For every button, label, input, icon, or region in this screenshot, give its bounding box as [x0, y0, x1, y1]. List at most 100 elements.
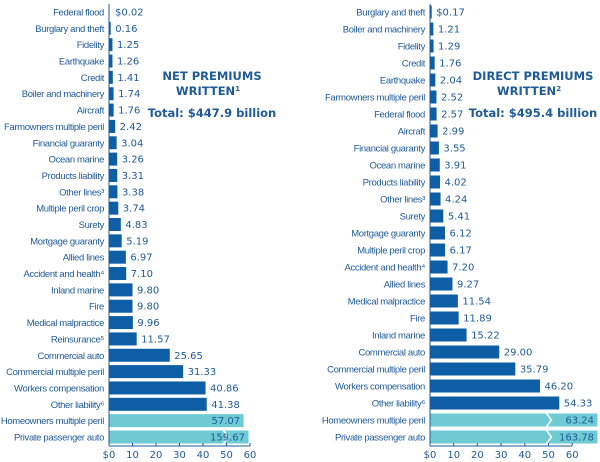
bar-mortgage-guaranty — [109, 234, 122, 248]
bar-ocean-marine — [430, 158, 440, 172]
value-label-other-liability: 41.38 — [211, 400, 240, 411]
value-label-other-lines: 4.24 — [445, 195, 467, 206]
category-label-surety: Surety — [400, 212, 426, 223]
bar-boiler-and-machinery — [430, 22, 434, 36]
category-label-federal-flood: Federal flood — [374, 110, 425, 121]
value-label-commercial-multiple-peril: 31.33 — [188, 367, 217, 378]
category-label-farmowners-multiple-peril: Farmowners multiple peril — [325, 93, 425, 104]
bar-multiple-peril-crop — [430, 243, 446, 257]
value-label-homeowners-multiple-peril: 57.07 — [211, 416, 240, 427]
bar-workers-compensation — [430, 379, 540, 393]
category-label-workers-compensation: Workers compensation — [335, 382, 425, 393]
x-tick-label: 20 — [150, 450, 163, 461]
bar-inland-marine — [109, 283, 133, 297]
category-label-boiler-and-machinery: Boiler and machinery — [22, 89, 105, 100]
bar-other-liability — [430, 396, 560, 410]
value-label-farmowners-multiple-peril: 2.42 — [120, 122, 142, 133]
bar-reinsurance — [109, 332, 137, 346]
value-label-accident-and-health: 7.10 — [131, 269, 153, 280]
bar-products-liability — [109, 168, 118, 182]
x-tick-label: 20 — [471, 450, 484, 461]
value-label-homeowners-multiple-peril: 63.24 — [565, 416, 594, 427]
category-label-ocean-marine: Ocean marine — [49, 155, 105, 166]
value-label-allied-lines: 9.27 — [457, 280, 479, 291]
category-label-private-passenger-auto: Private passenger auto — [14, 433, 104, 444]
category-label-federal-flood: Federal flood — [53, 8, 104, 19]
bar-workers-compensation — [109, 381, 206, 395]
category-label-boiler-and-machinery: Boiler and machinery — [343, 25, 426, 36]
x-tick-label: 50 — [220, 450, 233, 461]
bar-allied-lines — [109, 250, 126, 264]
value-label-medical-malpractice: 11.54 — [462, 297, 491, 308]
axis-break-icon — [545, 413, 553, 427]
category-label-inland-marine: Inland marine — [51, 285, 104, 296]
category-label-reinsurance: Reinsurance⁵ — [51, 334, 104, 345]
category-label-financial-guaranty: Financial guaranty — [33, 138, 105, 149]
category-label-fidelity: Fidelity — [398, 42, 426, 53]
value-label-inland-marine: 15.22 — [471, 331, 500, 342]
category-label-commercial-multiple-peril: Commercial multiple peril — [6, 367, 104, 378]
value-label-burglary-and-theft: 0.16 — [115, 24, 137, 35]
bar-other-lines — [430, 192, 441, 206]
bar-aircraft — [430, 124, 438, 138]
bar-accident-and-health — [430, 260, 448, 274]
bar-farmowners-multiple-peril — [109, 119, 116, 133]
bar-credit — [109, 70, 113, 84]
value-label-federal-flood: 2.57 — [441, 110, 463, 121]
value-label-reinsurance: 11.57 — [141, 334, 170, 345]
net-premiums-title-line2: WRITTEN1 — [176, 84, 240, 98]
direct-premiums-total: Total: $495.4 billion — [469, 106, 598, 120]
axis-break-icon — [222, 430, 230, 444]
bar-burglary-and-theft — [430, 5, 432, 19]
bar-fidelity — [430, 39, 434, 53]
value-label-fire: 11.89 — [463, 314, 492, 325]
category-label-earthquake: Earthquake — [59, 57, 104, 68]
category-label-fire: Fire — [410, 314, 425, 325]
value-label-commercial-multiple-peril: 35.79 — [520, 365, 549, 376]
value-label-financial-guaranty: 3.04 — [121, 138, 143, 149]
x-tick-label: $0 — [103, 450, 116, 461]
category-label-private-passenger-auto: Private passenger auto — [335, 433, 425, 444]
bar-commercial-auto — [430, 345, 500, 359]
category-label-fidelity: Fidelity — [77, 40, 105, 51]
value-label-fidelity: 1.25 — [117, 40, 139, 51]
value-label-aircraft: 2.99 — [442, 127, 464, 138]
category-label-accident-and-health: Accident and health⁴ — [23, 269, 104, 280]
value-label-earthquake: 1.26 — [117, 57, 139, 68]
bar-accident-and-health — [109, 267, 127, 281]
category-label-other-liability: Other liability⁶ — [372, 399, 426, 410]
value-label-surety: 5.41 — [448, 212, 470, 223]
bar-products-liability — [430, 175, 441, 189]
value-label-ocean-marine: 3.26 — [122, 155, 144, 166]
value-label-mortgage-guaranty: 6.12 — [450, 229, 472, 240]
category-label-other-lines: Other lines³ — [380, 195, 425, 206]
bar-medical-malpractice — [430, 294, 458, 308]
category-label-homeowners-multiple-peril: Homeowners multiple peril — [322, 416, 425, 427]
category-label-other-lines: Other lines³ — [59, 187, 104, 198]
bar-fidelity — [109, 38, 113, 52]
bar-earthquake — [109, 54, 113, 68]
value-label-burglary-and-theft: $0.17 — [436, 8, 465, 19]
direct-premiums-title-line2: WRITTEN2 — [497, 84, 561, 98]
value-label-commercial-auto: 25.65 — [174, 351, 203, 362]
bar-financial-guaranty — [109, 136, 117, 150]
bar-commercial-multiple-peril — [430, 362, 516, 376]
value-label-workers-compensation: 40.86 — [210, 383, 239, 394]
value-label-medical-malpractice: 9.96 — [137, 318, 159, 329]
bar-burglary-and-theft — [109, 21, 111, 35]
category-label-burglary-and-theft: Burglary and theft — [356, 8, 425, 19]
value-label-boiler-and-machinery: 1.21 — [438, 25, 460, 36]
x-tick-label: 30 — [173, 450, 186, 461]
bar-boiler-and-machinery — [109, 87, 114, 101]
bar-homeowners-multiple-peril — [430, 413, 598, 427]
category-label-workers-compensation: Workers compensation — [14, 383, 104, 394]
value-label-workers-compensation: 46.20 — [544, 382, 573, 393]
category-label-multiple-peril-crop: Multiple peril crop — [357, 246, 425, 257]
bar-homeowners-multiple-peril — [109, 414, 244, 428]
category-label-inland-marine: Inland marine — [372, 331, 425, 342]
category-label-ocean-marine: Ocean marine — [370, 161, 426, 172]
x-tick-label: $0 — [424, 450, 437, 461]
x-tick-label: 10 — [447, 450, 460, 461]
value-label-earthquake: 2.04 — [440, 76, 462, 87]
